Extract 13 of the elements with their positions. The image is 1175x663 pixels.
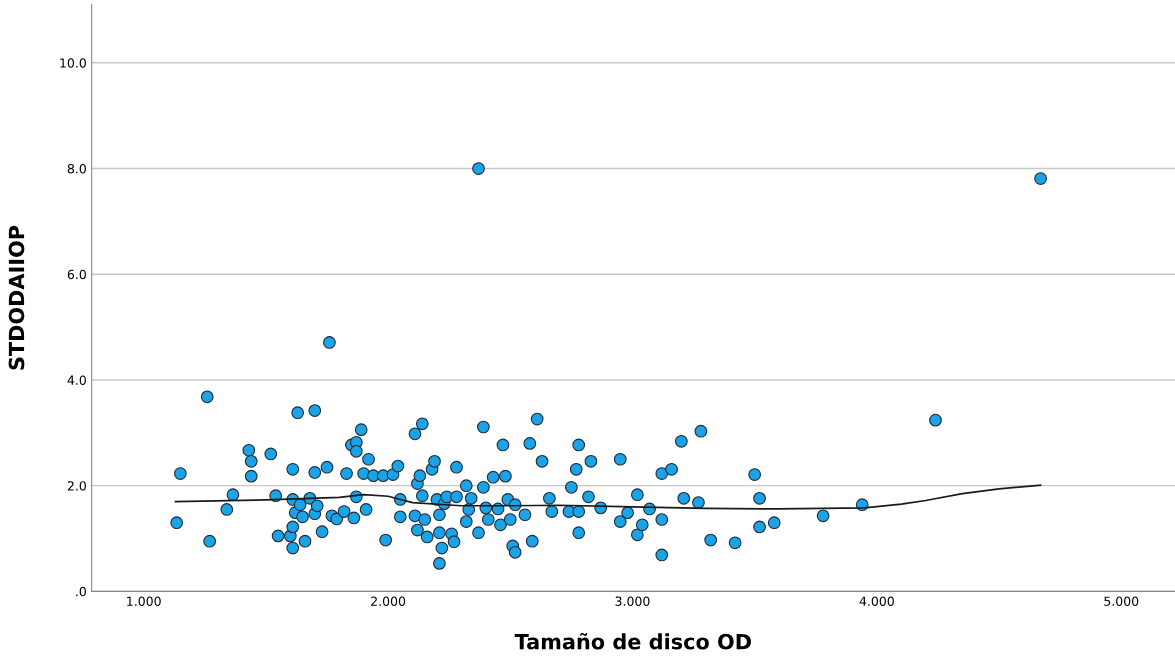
y-tick-label: 2.0 (67, 481, 86, 491)
x-tick-label: 2.000 (371, 596, 406, 606)
y-tick-label: .0 (76, 586, 86, 597)
x-axis-title: Tamaño de disco OD (514, 632, 751, 650)
x-tick-label: 1.000 (127, 596, 161, 606)
y-tick-label: 4.0 (67, 375, 86, 385)
x-tick-label: 5.000 (1104, 596, 1139, 606)
y-tick-label: 6.0 (67, 269, 86, 280)
x-tick-label: 3.000 (615, 596, 650, 606)
y-tick-label: 8.0 (67, 163, 86, 174)
y-tick-label: 10.0 (60, 58, 86, 68)
y-axis-title: STDODAIIOP (8, 225, 25, 370)
x-tick-label: 4.000 (859, 596, 894, 606)
